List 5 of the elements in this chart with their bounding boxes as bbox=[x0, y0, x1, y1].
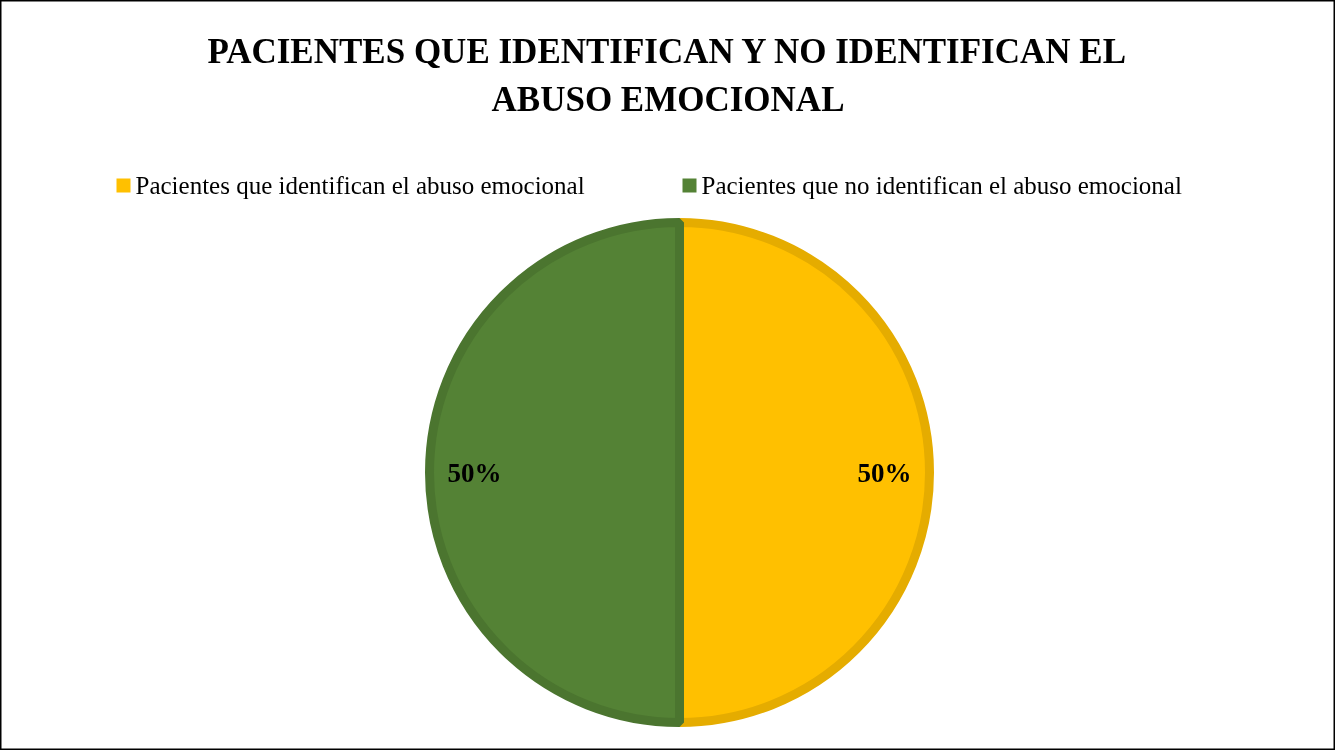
legend-label: Pacientes que identifican el abuso emocional bbox=[135, 172, 585, 199]
chart-title: PACIENTES QUE IDENTIFICAN Y NO IDENTIFICAN EL ABUSO EMOCIONAL bbox=[207, 31, 1126, 120]
data-label: 50% bbox=[447, 457, 502, 488]
data-label: 50% bbox=[857, 457, 912, 488]
legend-label: Pacientes que no identifican el abuso emocional bbox=[701, 172, 1182, 199]
